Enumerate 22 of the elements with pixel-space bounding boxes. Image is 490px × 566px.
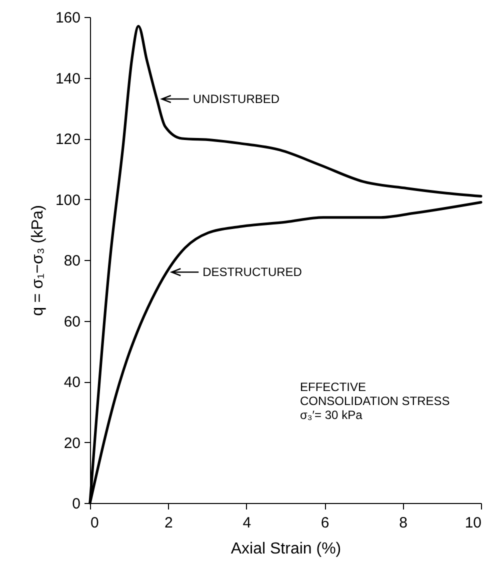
- y-tick-label: 140: [55, 70, 80, 88]
- x-axis-title: Axial Strain (%): [230, 540, 342, 558]
- x-tick-label: 10: [464, 514, 482, 532]
- x-tick-label: 8: [399, 514, 408, 532]
- y-axis-title: q = σ₁−σ₃ (kPa): [29, 205, 46, 316]
- y-tick-label: 120: [55, 131, 80, 148]
- annotation: EFFECTIVE: [300, 380, 366, 394]
- x-tick-label: 2: [164, 514, 173, 532]
- y-tick-label: 60: [64, 313, 80, 330]
- y-tick-label: 100: [55, 192, 80, 209]
- annotation: σ₃′= 30 kPa: [300, 408, 363, 422]
- y-tick-label: 40: [64, 374, 80, 391]
- y-tick-label: 80: [64, 252, 80, 270]
- annotation: UNDISTURBED: [192, 92, 280, 106]
- y-tick-label: 0: [72, 496, 80, 512]
- annotation: DESTRUCTURED: [202, 265, 302, 280]
- x-tick-label: 0: [90, 514, 99, 532]
- x-tick-label: 4: [242, 514, 252, 532]
- y-tick-label: 160: [55, 10, 80, 26]
- x-tick-label: 6: [320, 514, 330, 532]
- annotation: CONSOLIDATION STRESS: [300, 394, 450, 408]
- y-tick-label: 20: [64, 434, 80, 452]
